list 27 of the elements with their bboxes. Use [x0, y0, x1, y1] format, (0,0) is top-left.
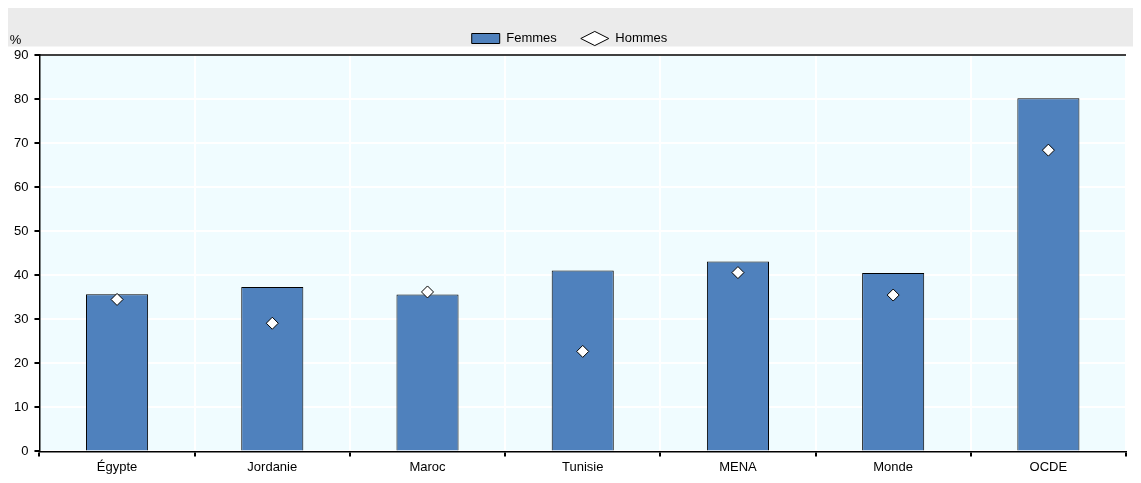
y-tick-label: 60 [13, 178, 29, 194]
y-tick-label: 50 [13, 222, 29, 238]
x-tick-label: Jordanie [247, 458, 298, 474]
y-tick-label: 20 [13, 354, 29, 370]
y-tick-label: 70 [13, 134, 29, 150]
x-tick-label: Tunisie [562, 458, 604, 474]
y-tick-label: 10 [13, 398, 29, 414]
point [421, 285, 435, 299]
y-tick-label: 0 [21, 442, 29, 458]
x-tick-label: OCDE [1029, 458, 1068, 474]
point [110, 292, 124, 306]
legend-label: Femmes [506, 30, 558, 46]
point [886, 288, 900, 302]
y-axis-title: % [9, 32, 22, 48]
x-tick-label: Maroc [409, 458, 447, 474]
y-tick-label: 90 [13, 46, 29, 62]
point [265, 316, 279, 330]
x-tick-label: Égypte [96, 458, 138, 474]
y-tick-label: 80 [13, 90, 29, 106]
y-tick-label: 40 [13, 266, 29, 282]
y-tick-label: 30 [13, 310, 29, 326]
point [1041, 143, 1055, 157]
x-tick-label: MENA [719, 458, 758, 474]
point [576, 344, 590, 358]
point [731, 266, 745, 280]
legend-label: Hommes [615, 30, 668, 46]
x-tick-label: Monde [873, 458, 914, 474]
